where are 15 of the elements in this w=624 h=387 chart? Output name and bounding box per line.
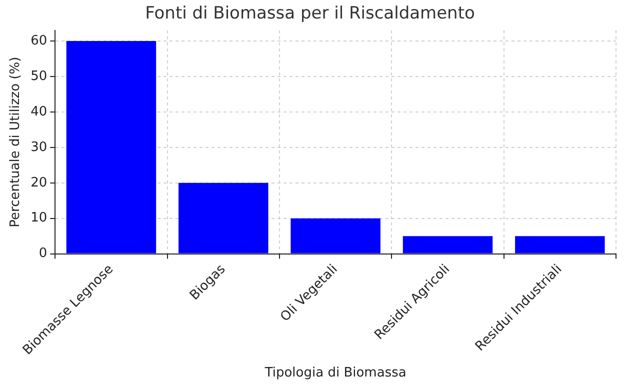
y-tick-label: 30 xyxy=(30,140,48,155)
y-tick-label: 20 xyxy=(30,175,48,190)
bar xyxy=(402,236,493,254)
bar xyxy=(178,182,268,254)
x-axis-title: Tipologia di Biomassa xyxy=(264,366,406,381)
y-tick-label: 60 xyxy=(30,33,48,48)
y-tick-label: 10 xyxy=(30,210,48,226)
bar xyxy=(290,218,380,254)
bar xyxy=(515,236,605,254)
bar xyxy=(66,41,156,254)
y-tick-label: 0 xyxy=(38,246,48,262)
y-axis-title: Percentuale di Utilizzo (%) xyxy=(8,56,24,228)
chart-title: Fonti di Biomassa per il Riscaldamento xyxy=(145,4,475,24)
y-tick-label: 50 xyxy=(30,68,48,84)
y-tick-label: 40 xyxy=(30,104,48,120)
